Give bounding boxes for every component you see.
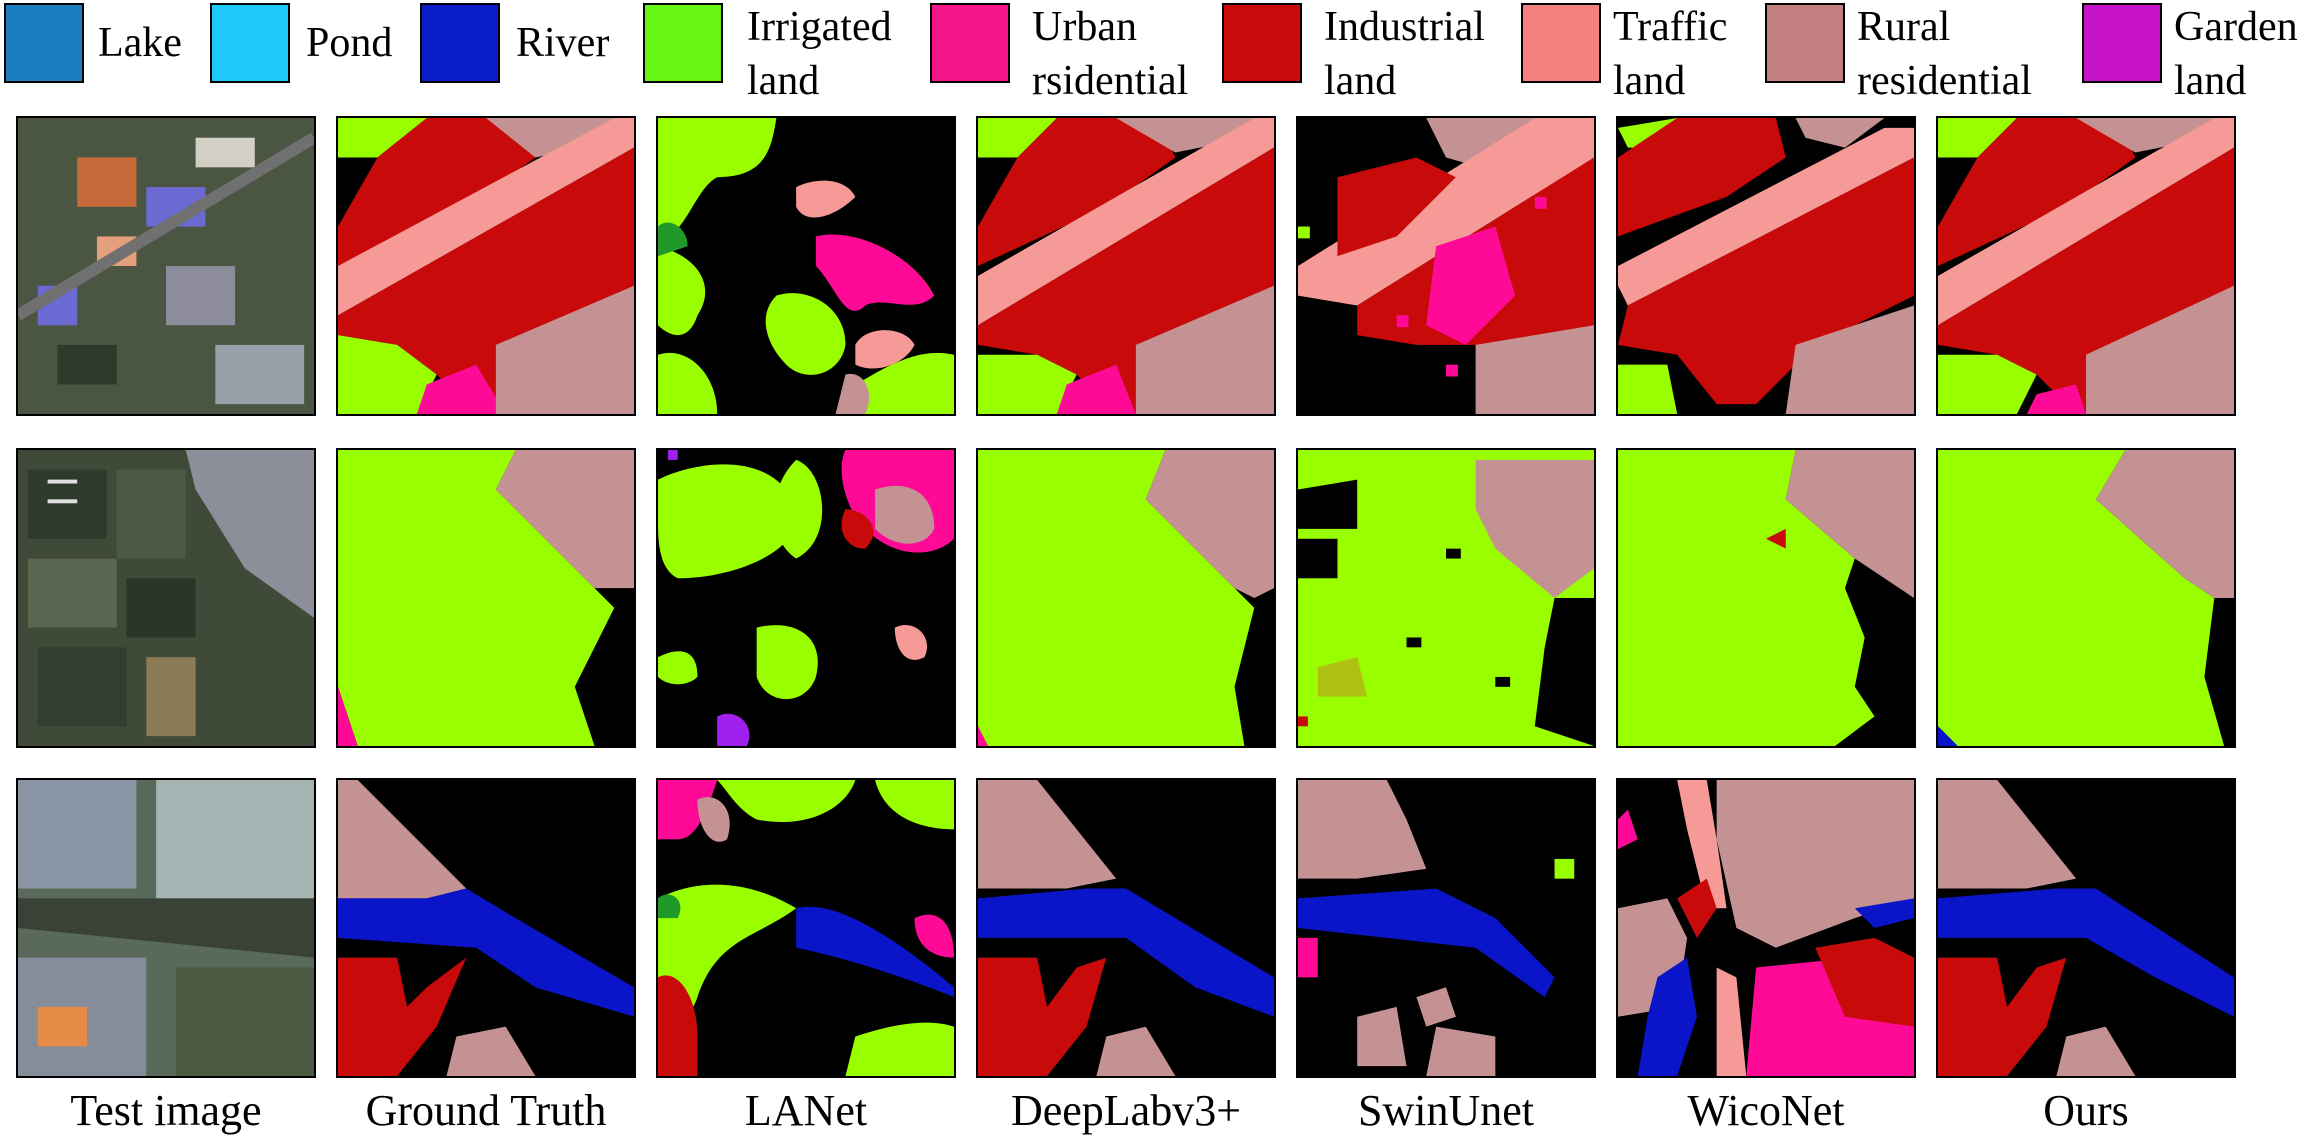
row2-ours-map [1936, 448, 2236, 748]
legend-swatch-industrial-land [1222, 3, 1302, 83]
row3-ground-truth-map [336, 778, 636, 1078]
legend-swatch-pond [210, 3, 290, 83]
legend-swatch-urban-residential [930, 3, 1010, 83]
column-label-ground-truth: Ground Truth [365, 1086, 607, 1135]
class-legend: Lake Pond River Irrigated land Urban rsi… [0, 0, 2318, 104]
legend-swatch-traffic-land [1521, 3, 1601, 83]
legend-label-river: River [516, 20, 610, 66]
column-label-swinunet: SwinUnet [1358, 1086, 1534, 1135]
legend-label-irrigated-land: Irrigated land [747, 4, 892, 104]
row3-test-image [16, 778, 316, 1078]
row2-wiconet-map [1616, 448, 1916, 748]
row1-wiconet-map [1616, 116, 1916, 416]
row3-ours-map [1936, 778, 2236, 1078]
row3-wiconet-map [1616, 778, 1916, 1078]
legend-label-urban-residential: Urban rsidential [1032, 4, 1189, 104]
column-label-lanet: LANet [744, 1086, 868, 1135]
legend-label-lake: Lake [98, 20, 182, 66]
legend-label-industrial-land: Industrial land [1324, 4, 1485, 104]
legend-swatch-irrigated-land [643, 3, 723, 83]
legend-label-rural-residential: Rural residential [1857, 4, 2032, 104]
row3-swinunet-map [1296, 778, 1596, 1078]
column-label-ours: Ours [2043, 1086, 2129, 1135]
row1-swinunet-map [1296, 116, 1596, 416]
row1-ground-truth-map [336, 116, 636, 416]
row1-deeplabv3plus-map [976, 116, 1276, 416]
row1-test-image [16, 116, 316, 416]
row2-ground-truth-map [336, 448, 636, 748]
row3-lanet-map [656, 778, 956, 1078]
legend-swatch-lake [4, 3, 84, 83]
column-label-test-image: Test image [70, 1086, 262, 1135]
row2-lanet-map [656, 448, 956, 748]
row1-ours-map [1936, 116, 2236, 416]
legend-swatch-garden-land [2082, 3, 2162, 83]
legend-label-pond: Pond [306, 20, 393, 66]
row3-deeplabv3plus-map [976, 778, 1276, 1078]
legend-label-garden-land: Garden land [2174, 4, 2298, 104]
row1-lanet-map [656, 116, 956, 416]
row2-swinunet-map [1296, 448, 1596, 748]
legend-swatch-rural-residential [1765, 3, 1845, 83]
legend-label-traffic-land: Traffic land [1613, 4, 1728, 104]
row2-deeplabv3plus-map [976, 448, 1276, 748]
column-label-wiconet: WicoNet [1687, 1086, 1845, 1135]
row2-test-image [16, 448, 316, 748]
column-label-deeplabv3plus: DeepLabv3+ [1010, 1086, 1242, 1135]
legend-swatch-river [420, 3, 500, 83]
